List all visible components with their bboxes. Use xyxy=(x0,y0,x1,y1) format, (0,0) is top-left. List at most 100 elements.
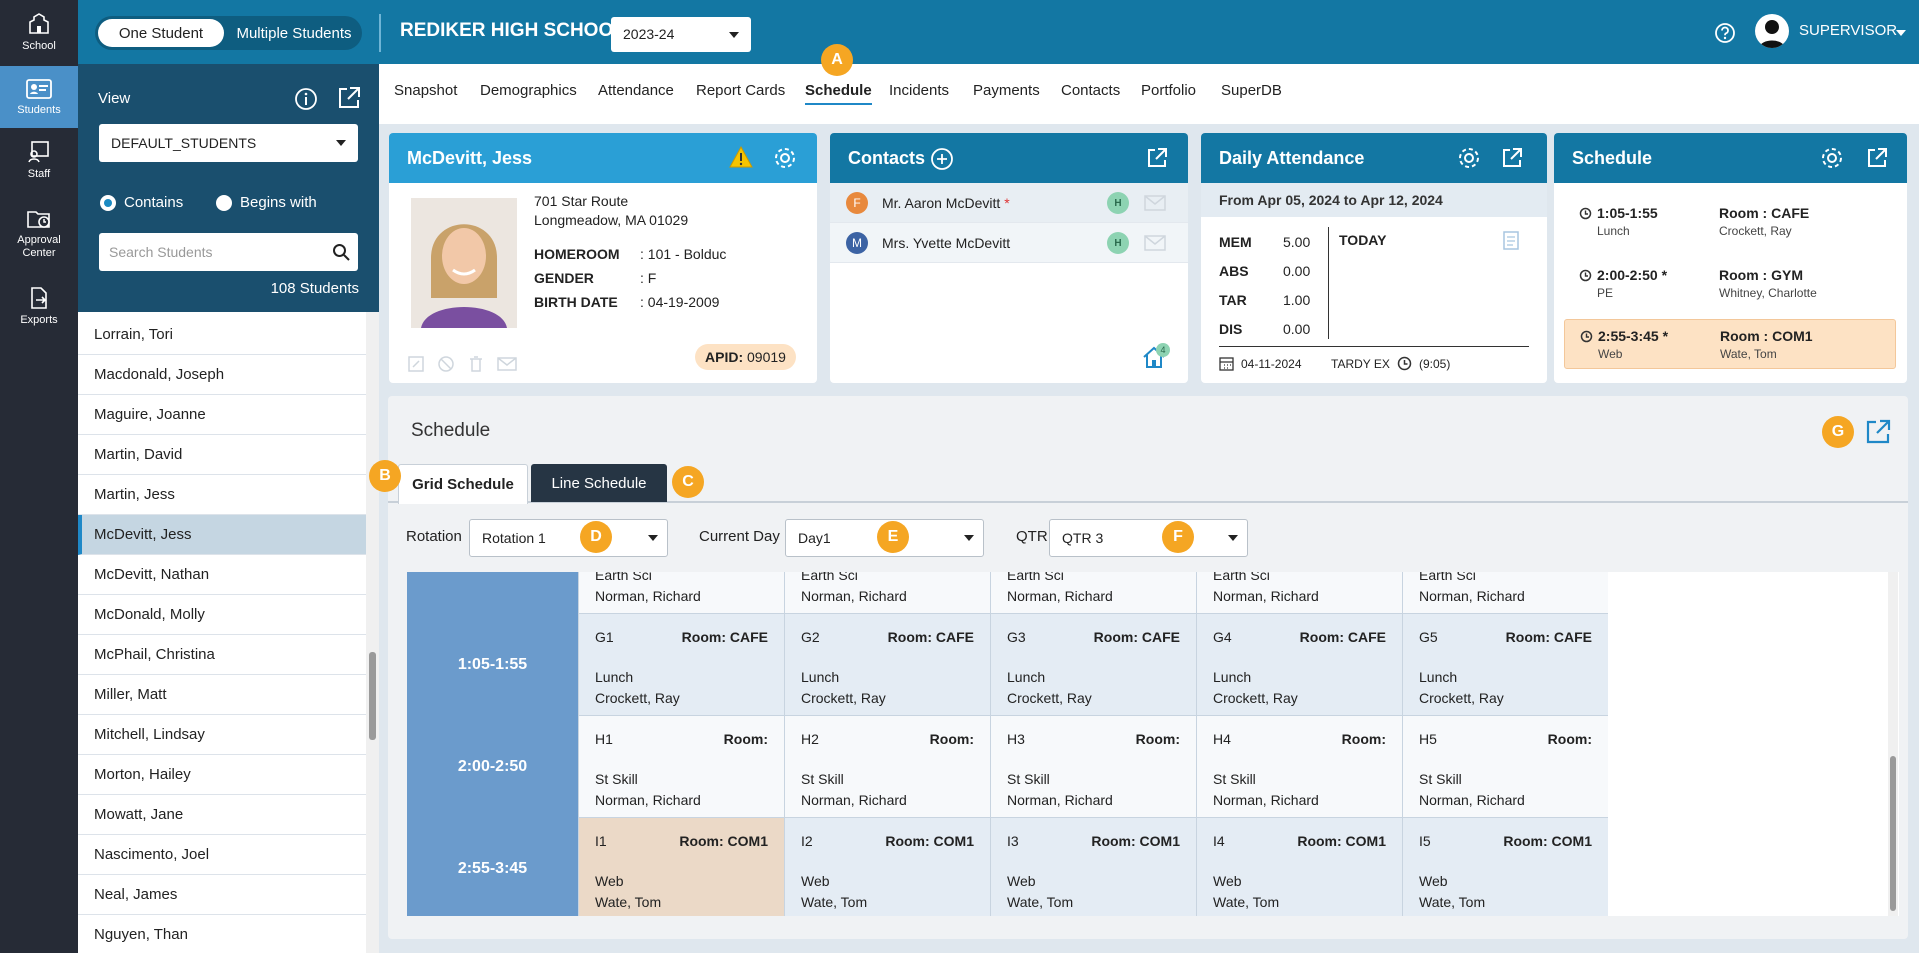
list-item[interactable]: Mitchell, Lindsay xyxy=(78,715,366,755)
list-item[interactable]: McDevitt, Nathan xyxy=(78,555,366,595)
grid-cell[interactable]: G3 Room: CAFE Lunch Crockett, Ray xyxy=(990,614,1196,716)
grid-scrollbar[interactable] xyxy=(1888,572,1898,916)
scrollbar-thumb[interactable] xyxy=(369,652,376,740)
nav-exports[interactable]: Exports xyxy=(0,286,78,332)
nav-approval-center[interactable]: Approval Center xyxy=(0,206,78,266)
year-select[interactable]: 2023-24 xyxy=(611,17,751,52)
external-link-icon[interactable] xyxy=(336,85,362,111)
schedule-item[interactable]: 1:05-1:55 Lunch Room : CAFE Crockett, Ra… xyxy=(1564,197,1896,247)
multiple-students-toggle[interactable]: Multiple Students xyxy=(236,24,352,42)
begins-with-radio[interactable]: Begins with xyxy=(216,194,317,211)
grid-cell[interactable]: G4 Room: CAFE Lunch Crockett, Ray xyxy=(1196,614,1402,716)
nav-school[interactable]: School xyxy=(0,12,78,58)
tab-portfolio[interactable]: Portfolio xyxy=(1141,82,1197,99)
help-icon[interactable] xyxy=(1714,22,1736,44)
one-student-toggle[interactable]: One Student xyxy=(98,19,224,47)
view-select[interactable]: DEFAULT_STUDENTS xyxy=(99,124,358,162)
block-icon[interactable] xyxy=(437,355,455,373)
grid-cell[interactable]: H2 Room: St Skill Norman, Richard xyxy=(784,716,990,818)
external-link-icon[interactable] xyxy=(1864,418,1892,446)
mail-icon[interactable] xyxy=(497,355,517,373)
grid-cell[interactable]: Earth Sci Norman, Richard xyxy=(1402,572,1608,614)
list-item[interactable]: Lorrain, Tori xyxy=(78,315,366,355)
trash-icon[interactable] xyxy=(467,355,485,373)
grid-cell[interactable]: I5 Room: COM1 Web Wate, Tom xyxy=(1402,818,1608,916)
chevron-down-icon[interactable] xyxy=(1896,30,1906,36)
contact-row[interactable]: M Mrs. Yvette McDevitt H xyxy=(830,223,1188,263)
edit-icon[interactable] xyxy=(407,355,425,373)
schedule-item[interactable]: 2:00-2:50 * PE Room : GYM Whitney, Charl… xyxy=(1564,259,1896,309)
schedule-item-current[interactable]: 2:55-3:45 * Web Room : COM1 Wate, Tom xyxy=(1564,319,1896,369)
user-name[interactable]: SUPERVISOR xyxy=(1799,22,1898,39)
grid-cell[interactable]: I2 Room: COM1 Web Wate, Tom xyxy=(784,818,990,916)
list-item[interactable]: Martin, Jess xyxy=(78,475,366,515)
grid-cell[interactable]: H5 Room: St Skill Norman, Richard xyxy=(1402,716,1608,818)
gear-icon[interactable] xyxy=(1457,146,1481,170)
warning-icon[interactable] xyxy=(729,146,753,168)
tab-report-cards[interactable]: Report Cards xyxy=(696,82,786,99)
tab-incidents[interactable]: Incidents xyxy=(889,82,950,99)
tab-superdb[interactable]: SuperDB xyxy=(1221,82,1282,99)
apid-label: APID: xyxy=(705,349,744,365)
list-item[interactable]: Morton, Hailey xyxy=(78,755,366,795)
list-item[interactable]: Nascimento, Joel xyxy=(78,835,366,875)
tab-contacts[interactable]: Contacts xyxy=(1061,82,1121,99)
tab-attendance[interactable]: Attendance xyxy=(598,82,674,99)
add-contact-icon[interactable] xyxy=(930,147,954,171)
grid-cell[interactable]: H3 Room: St Skill Norman, Richard xyxy=(990,716,1196,818)
grid-cell[interactable]: G1 Room: CAFE Lunch Crockett, Ray xyxy=(578,614,784,716)
tab-snapshot[interactable]: Snapshot xyxy=(394,82,458,99)
line-schedule-tab[interactable]: Line Schedule xyxy=(531,464,667,502)
list-item[interactable]: Maguire, Joanne xyxy=(78,395,366,435)
external-link-icon[interactable] xyxy=(1866,147,1888,169)
info-icon[interactable] xyxy=(294,87,318,111)
schedule-time: 2:55-3:45 * xyxy=(1598,328,1669,344)
tab-demographics[interactable]: Demographics xyxy=(480,82,577,99)
nav-staff[interactable]: Staff xyxy=(0,140,78,186)
grid-cell[interactable]: I3 Room: COM1 Web Wate, Tom xyxy=(990,818,1196,916)
list-item[interactable]: Mowatt, Jane xyxy=(78,795,366,835)
list-item[interactable]: Macdonald, Joseph xyxy=(78,355,366,395)
grid-cell[interactable]: G5 Room: CAFE Lunch Crockett, Ray xyxy=(1402,614,1608,716)
search-icon[interactable] xyxy=(332,243,350,261)
scrollbar-thumb[interactable] xyxy=(1890,756,1896,911)
gear-icon[interactable] xyxy=(773,146,797,170)
list-item[interactable]: Neal, James xyxy=(78,875,366,915)
notes-icon[interactable] xyxy=(1503,230,1519,250)
list-item[interactable]: Martin, David xyxy=(78,435,366,475)
mail-icon[interactable] xyxy=(1144,195,1166,211)
tab-payments[interactable]: Payments xyxy=(973,82,1040,99)
external-link-icon[interactable] xyxy=(1146,147,1168,169)
contact-avatar: F xyxy=(846,191,868,214)
student-list-scrollbar[interactable] xyxy=(366,312,379,953)
grid-cell[interactable]: H1 Room: St Skill Norman, Richard xyxy=(578,716,784,818)
rotation-select[interactable]: Rotation 1 xyxy=(469,519,668,557)
grid-cell[interactable]: Earth Sci Norman, Richard xyxy=(1196,572,1402,614)
nav-students[interactable]: Students xyxy=(0,66,78,128)
list-item-selected[interactable]: McDevitt, Jess xyxy=(78,515,366,555)
grid-cell-current[interactable]: I1 Room: COM1 Web Wate, Tom xyxy=(578,818,784,916)
avatar[interactable] xyxy=(1755,14,1789,48)
grid-cell[interactable]: G2 Room: CAFE Lunch Crockett, Ray xyxy=(784,614,990,716)
list-item[interactable]: McDonald, Molly xyxy=(78,595,366,635)
apid-value: 09019 xyxy=(747,349,786,365)
grid-room: Room: xyxy=(929,731,974,747)
grid-cell[interactable]: Earth Sci Norman, Richard xyxy=(990,572,1196,614)
list-item[interactable]: McPhail, Christina xyxy=(78,635,366,675)
list-item[interactable]: Miller, Matt xyxy=(78,675,366,715)
qtr-select[interactable]: QTR 3 xyxy=(1049,519,1248,557)
grid-cell[interactable]: Earth Sci Norman, Richard xyxy=(578,572,784,614)
external-link-icon[interactable] xyxy=(1501,147,1523,169)
homeroom-value: : 101 - Bolduc xyxy=(640,246,727,262)
gear-icon[interactable] xyxy=(1820,146,1844,170)
search-input[interactable]: Search Students xyxy=(99,233,358,271)
grid-cell[interactable]: H4 Room: St Skill Norman, Richard xyxy=(1196,716,1402,818)
grid-schedule-tab[interactable]: Grid Schedule xyxy=(398,464,528,504)
contact-row[interactable]: F Mr. Aaron McDevitt * H xyxy=(830,183,1188,223)
list-item[interactable]: Nguyen, Than xyxy=(78,915,366,953)
mail-icon[interactable] xyxy=(1144,235,1166,251)
contains-radio[interactable]: Contains xyxy=(100,194,183,211)
grid-cell[interactable]: I4 Room: COM1 Web Wate, Tom xyxy=(1196,818,1402,916)
tab-schedule[interactable]: Schedule xyxy=(805,82,872,105)
grid-cell[interactable]: Earth Sci Norman, Richard xyxy=(784,572,990,614)
